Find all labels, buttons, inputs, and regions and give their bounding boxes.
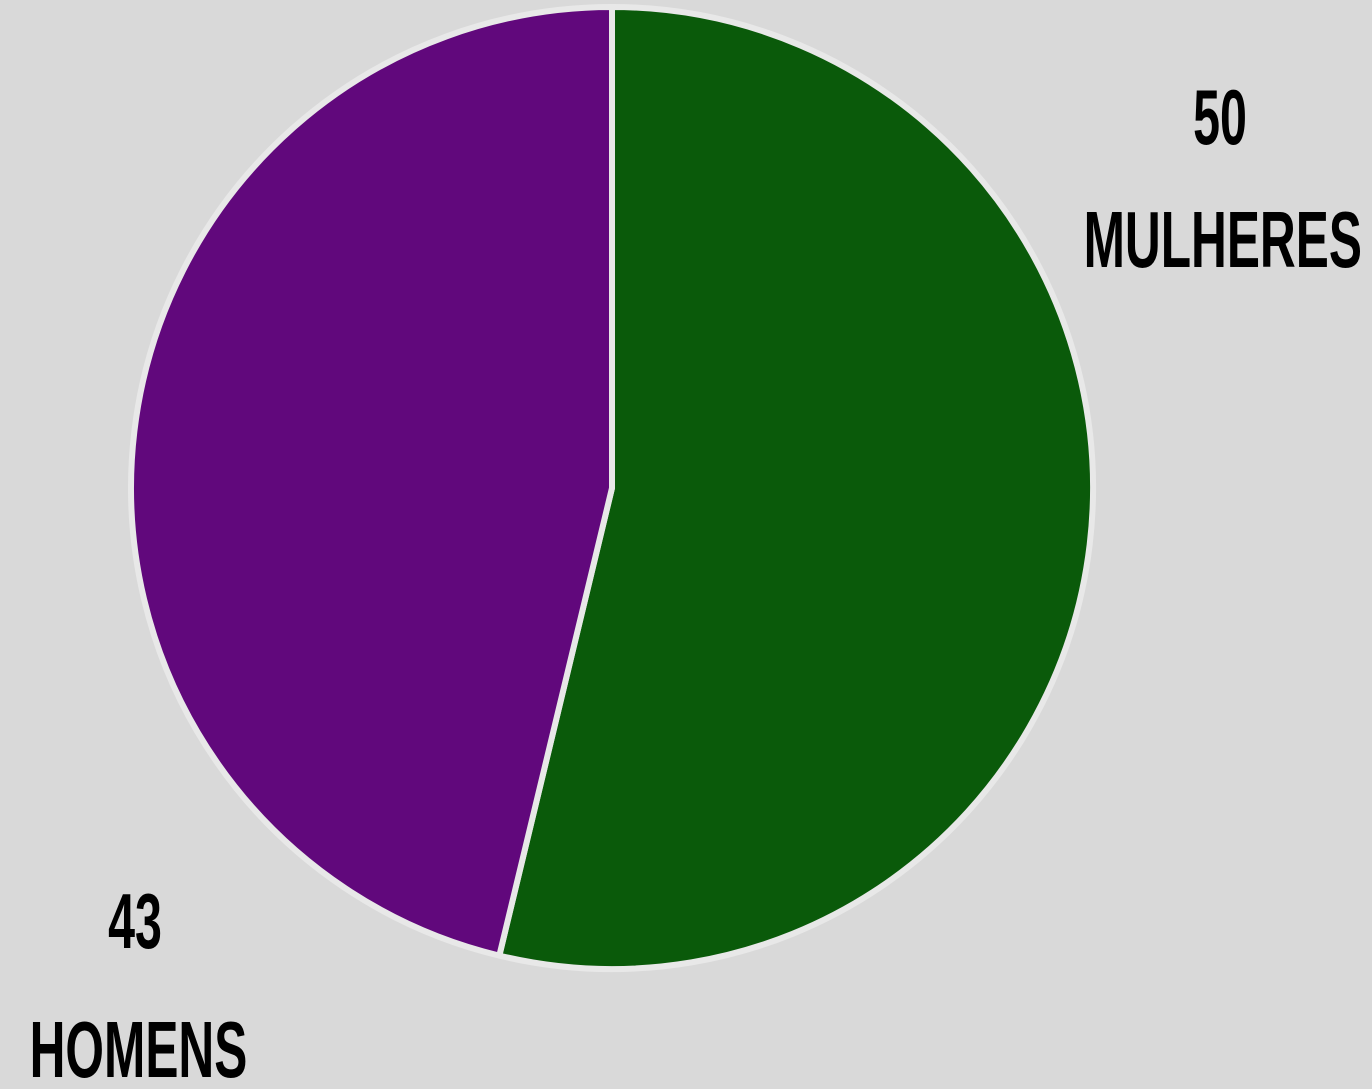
pie-slice-homens [128,4,615,959]
pie-slice-mulheres [496,4,1096,972]
homens-value-label: 43 [108,877,162,965]
mulheres-name-label: MULHERES [1083,195,1362,284]
homens-name-label: HOMENS [29,1005,248,1089]
mulheres-value-label: 50 [1193,73,1247,161]
